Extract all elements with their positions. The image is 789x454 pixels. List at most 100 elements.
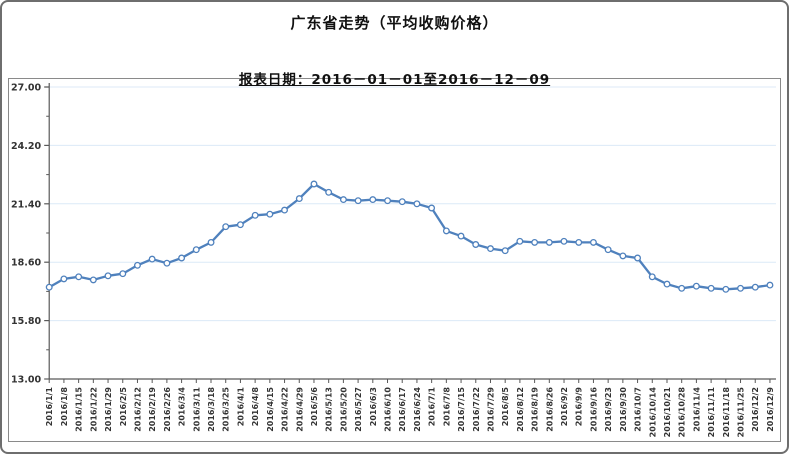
data-point-marker [119, 270, 127, 278]
data-point-marker [75, 273, 83, 281]
x-tick-label: 2016/5/13 [325, 387, 334, 432]
data-point-marker [516, 237, 524, 245]
x-tick-label: 2016/10/21 [663, 387, 672, 438]
x-tick-label: 2016/7/8 [442, 387, 451, 427]
data-point-marker [545, 238, 553, 246]
x-tick-label: 2016/4/29 [295, 387, 304, 432]
data-point-marker [707, 284, 715, 292]
x-tick-label: 2016/3/4 [178, 387, 187, 427]
x-tick-label: 2016/9/16 [589, 387, 598, 432]
x-tick-label: 2016/3/11 [192, 387, 201, 432]
data-point-marker [722, 285, 730, 293]
data-point-marker [663, 280, 671, 288]
data-point-marker [692, 282, 700, 290]
x-tick-label: 2016/4/22 [281, 387, 290, 432]
x-tick-label: 2016/11/4 [692, 387, 701, 432]
data-point-marker [295, 195, 303, 203]
x-tick-label: 2016/12/9 [766, 387, 775, 432]
data-point-marker [325, 188, 333, 196]
chart-canvas: 13.00 15.80 18.60 21.40 24.20 27.00 2016/1/1 20… [11, 83, 776, 438]
chart-header: 广东省走势（平均收购价格） 报表日期：2016－01－01至2016－12－09 [2, 2, 787, 88]
data-point-marker [222, 223, 230, 231]
data-point-marker [413, 200, 421, 208]
trend-chart: 13.00 15.80 18.60 21.40 24.20 27.00 2016/1/1 20… [8, 78, 781, 442]
data-point-marker [281, 206, 288, 214]
x-tick-label: 2016/11/25 [737, 387, 746, 438]
x-tick-label: 2016/6/17 [398, 387, 407, 432]
x-tick-label: 2016/1/8 [60, 387, 69, 427]
x-tick-label: 2016/1/29 [104, 387, 113, 432]
y-tick-label: 24.20 [11, 141, 42, 152]
data-point-marker [266, 210, 274, 218]
data-point-marker [148, 255, 156, 263]
data-point-marker [428, 204, 436, 212]
y-tick-label: 18.60 [11, 258, 42, 269]
data-point-marker [398, 198, 406, 206]
x-tick-label: 2016/2/19 [148, 387, 157, 432]
data-point-marker [457, 232, 465, 240]
data-point-marker [369, 196, 377, 204]
data-point-marker [575, 238, 583, 246]
data-point-marker [604, 246, 612, 254]
x-tick-label: 2016/5/6 [310, 387, 319, 427]
data-point-marker [133, 261, 141, 269]
y-tick-label: 15.80 [11, 316, 42, 327]
x-tick-label: 2016/10/7 [634, 387, 643, 432]
x-tick-label: 2016/1/22 [89, 387, 98, 432]
data-point-marker [442, 227, 450, 235]
x-tick-label: 2016/2/26 [163, 387, 172, 432]
x-tick-label: 2016/11/11 [707, 387, 716, 438]
x-tick-label: 2016/12/2 [751, 387, 760, 432]
data-point-marker [531, 238, 539, 246]
data-point-marker [560, 237, 568, 245]
x-tick-label: 2016/1/15 [75, 387, 84, 432]
x-tick-label: 2016/7/22 [472, 387, 481, 432]
data-point-marker [310, 180, 318, 188]
data-point-marker [178, 254, 186, 262]
price-trend-line [48, 182, 772, 291]
x-tick-label: 2016/2/12 [133, 387, 142, 432]
data-point-marker [339, 196, 347, 204]
data-point-marker [60, 275, 68, 283]
data-point-marker [236, 221, 244, 229]
x-tick-label: 2016/9/30 [619, 387, 628, 432]
x-tick-label: 2016/7/29 [486, 387, 495, 432]
x-tick-label: 2016/2/5 [119, 387, 128, 427]
data-point-marker [634, 254, 642, 262]
data-point-marker [589, 238, 597, 246]
x-tick-label: 2016/9/23 [604, 387, 613, 432]
data-point-marker [619, 252, 627, 260]
x-tick-label: 2016/3/18 [207, 387, 216, 432]
data-point-marker [104, 272, 112, 280]
x-tick-label: 2016/8/5 [501, 387, 510, 427]
data-point-marker [354, 197, 362, 205]
data-point-marker [487, 245, 494, 253]
x-tick-label: 2016/6/24 [413, 387, 422, 432]
data-point-marker [501, 247, 509, 255]
data-point-marker [737, 284, 744, 292]
data-point-marker [472, 241, 480, 248]
data-point-marker [45, 283, 53, 291]
y-tick-label: 21.40 [11, 199, 42, 210]
x-tick-label: 2016/5/20 [339, 387, 348, 432]
data-point-marker [384, 197, 392, 205]
data-point-marker [678, 284, 686, 292]
x-tick-label: 2016/10/14 [648, 387, 657, 438]
x-tick-label: 2016/11/18 [722, 387, 731, 438]
x-tick-label: 2016/3/25 [222, 387, 231, 432]
x-tick-label: 2016/1/1 [45, 387, 54, 427]
x-tick-label: 2016/8/19 [531, 387, 540, 432]
x-tick-label: 2016/7/1 [428, 387, 437, 427]
x-tick-label: 2016/9/9 [575, 387, 584, 427]
x-tick-label: 2016/4/15 [266, 387, 275, 432]
data-point-marker [163, 259, 171, 267]
x-tick-label: 2016/7/15 [457, 387, 466, 432]
data-point-marker [207, 238, 215, 246]
data-point-marker [192, 246, 200, 254]
y-tick-label: 27.00 [11, 83, 42, 94]
data-point-marker [648, 273, 656, 281]
report-date-subtitle: 报表日期：2016－01－01至2016－12－09 [238, 72, 551, 88]
page-title: 广东省走势（平均收购价格） [290, 14, 499, 32]
data-point-marker [89, 276, 97, 284]
